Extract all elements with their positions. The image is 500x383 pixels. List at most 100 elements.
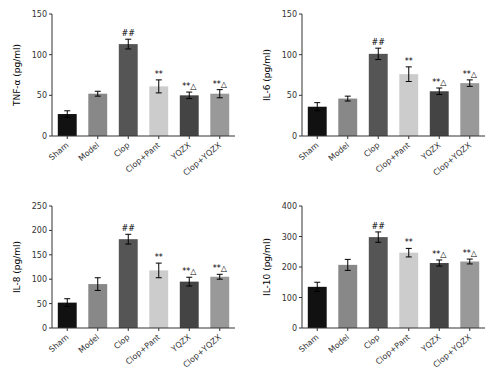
error-cap xyxy=(467,86,473,87)
x-tick xyxy=(67,136,68,139)
bar xyxy=(180,95,199,136)
error-cap xyxy=(217,279,223,280)
error-line xyxy=(67,111,68,118)
error-line xyxy=(469,80,470,87)
y-tick-label: 200 xyxy=(282,263,297,272)
error-cap xyxy=(156,92,162,93)
x-tick xyxy=(439,136,440,139)
error-cap xyxy=(95,290,101,291)
error-bar xyxy=(436,260,442,266)
x-axis xyxy=(302,136,485,137)
bar xyxy=(308,287,327,328)
x-tick-label: Clop+Pant xyxy=(124,333,162,367)
annotation: ## xyxy=(372,38,386,47)
error-line xyxy=(378,232,379,242)
x-tick-label: Model xyxy=(327,141,351,163)
error-cap xyxy=(64,110,70,111)
y-tick xyxy=(49,95,52,96)
bar xyxy=(88,284,107,328)
bar xyxy=(369,54,388,136)
error-line xyxy=(469,259,470,264)
x-tick-label: Clop xyxy=(112,141,131,159)
x-tick xyxy=(189,328,190,331)
error-line xyxy=(128,39,129,49)
y-tick xyxy=(299,236,302,237)
error-bar xyxy=(314,282,320,291)
error-cap xyxy=(406,248,412,249)
error-line xyxy=(158,263,159,278)
error-line xyxy=(347,96,348,101)
y-tick-label: 50 xyxy=(287,91,297,100)
y-tick-label: 0 xyxy=(292,132,297,141)
marks xyxy=(58,39,229,136)
error-cap xyxy=(314,102,320,103)
x-tick-label: Model xyxy=(77,333,101,355)
error-cap xyxy=(467,79,473,80)
y-tick xyxy=(299,136,302,137)
error-cap xyxy=(314,282,320,283)
bar xyxy=(399,74,418,136)
annotation: ** xyxy=(155,253,163,262)
error-cap xyxy=(314,110,320,111)
error-line xyxy=(189,277,190,286)
y-tick xyxy=(299,328,302,329)
error-cap xyxy=(345,259,351,260)
y-tick xyxy=(49,136,52,137)
error-cap xyxy=(345,96,351,97)
x-tick xyxy=(219,136,220,139)
error-bar xyxy=(345,96,351,101)
x-tick-label: Clop+YQZX xyxy=(432,332,474,369)
x-tick-label: YQZX xyxy=(419,332,443,354)
x-axis xyxy=(52,136,235,137)
y-tick xyxy=(299,54,302,55)
error-cap xyxy=(467,259,473,260)
error-cap xyxy=(156,277,162,278)
y-tick-label: 100 xyxy=(282,51,297,60)
y-tick-label: 400 xyxy=(282,202,297,211)
error-line xyxy=(128,234,129,244)
error-bar xyxy=(64,111,70,118)
y-tick xyxy=(49,14,52,15)
annotation: **△ xyxy=(213,80,228,89)
error-cap xyxy=(375,48,381,49)
x-tick-label: Sham xyxy=(47,141,70,163)
bar xyxy=(58,114,77,136)
panel: ##****△**△050100150ShamModelClopClop+Pan… xyxy=(12,10,235,178)
bar xyxy=(430,91,449,136)
y-tick-label: 0 xyxy=(292,324,297,333)
error-cap xyxy=(345,270,351,271)
marks xyxy=(58,234,229,328)
error-bar xyxy=(314,103,320,111)
y-tick-label: 100 xyxy=(282,294,297,303)
x-tick xyxy=(347,136,348,139)
error-bar xyxy=(467,80,473,87)
error-cap xyxy=(125,39,131,40)
y-tick xyxy=(299,206,302,207)
x-tick-label: Clop+Pant xyxy=(374,333,412,367)
x-tick xyxy=(347,328,348,331)
y-tick-label: 150 xyxy=(282,10,297,19)
error-cap xyxy=(375,59,381,60)
error-line xyxy=(378,48,379,59)
error-cap xyxy=(125,244,131,245)
figure: ## ** **△ **△ 0 50 100 150 Sham Model Clop Clop+Pan… xyxy=(0,0,500,383)
y-axis-label: IL-8 (pg/ml) xyxy=(12,241,22,293)
error-bar xyxy=(125,234,131,244)
bar xyxy=(88,94,107,136)
error-cap xyxy=(125,234,131,235)
y-tick-label: 100 xyxy=(32,275,47,284)
x-tick xyxy=(128,328,129,331)
x-tick-label: YQZX xyxy=(419,140,443,162)
y-tick xyxy=(49,254,52,255)
error-line xyxy=(67,299,68,307)
annotation: **△ xyxy=(182,82,197,91)
error-cap xyxy=(186,92,192,93)
y-tick-label: 150 xyxy=(32,10,47,19)
y-axis-label: IL-10 (pg/ml) xyxy=(262,238,272,296)
y-tick xyxy=(49,303,52,304)
y-tick xyxy=(49,328,52,329)
error-line xyxy=(408,248,409,257)
error-cap xyxy=(186,286,192,287)
annotation: ** xyxy=(405,57,413,66)
annotation: **△ xyxy=(463,249,478,258)
